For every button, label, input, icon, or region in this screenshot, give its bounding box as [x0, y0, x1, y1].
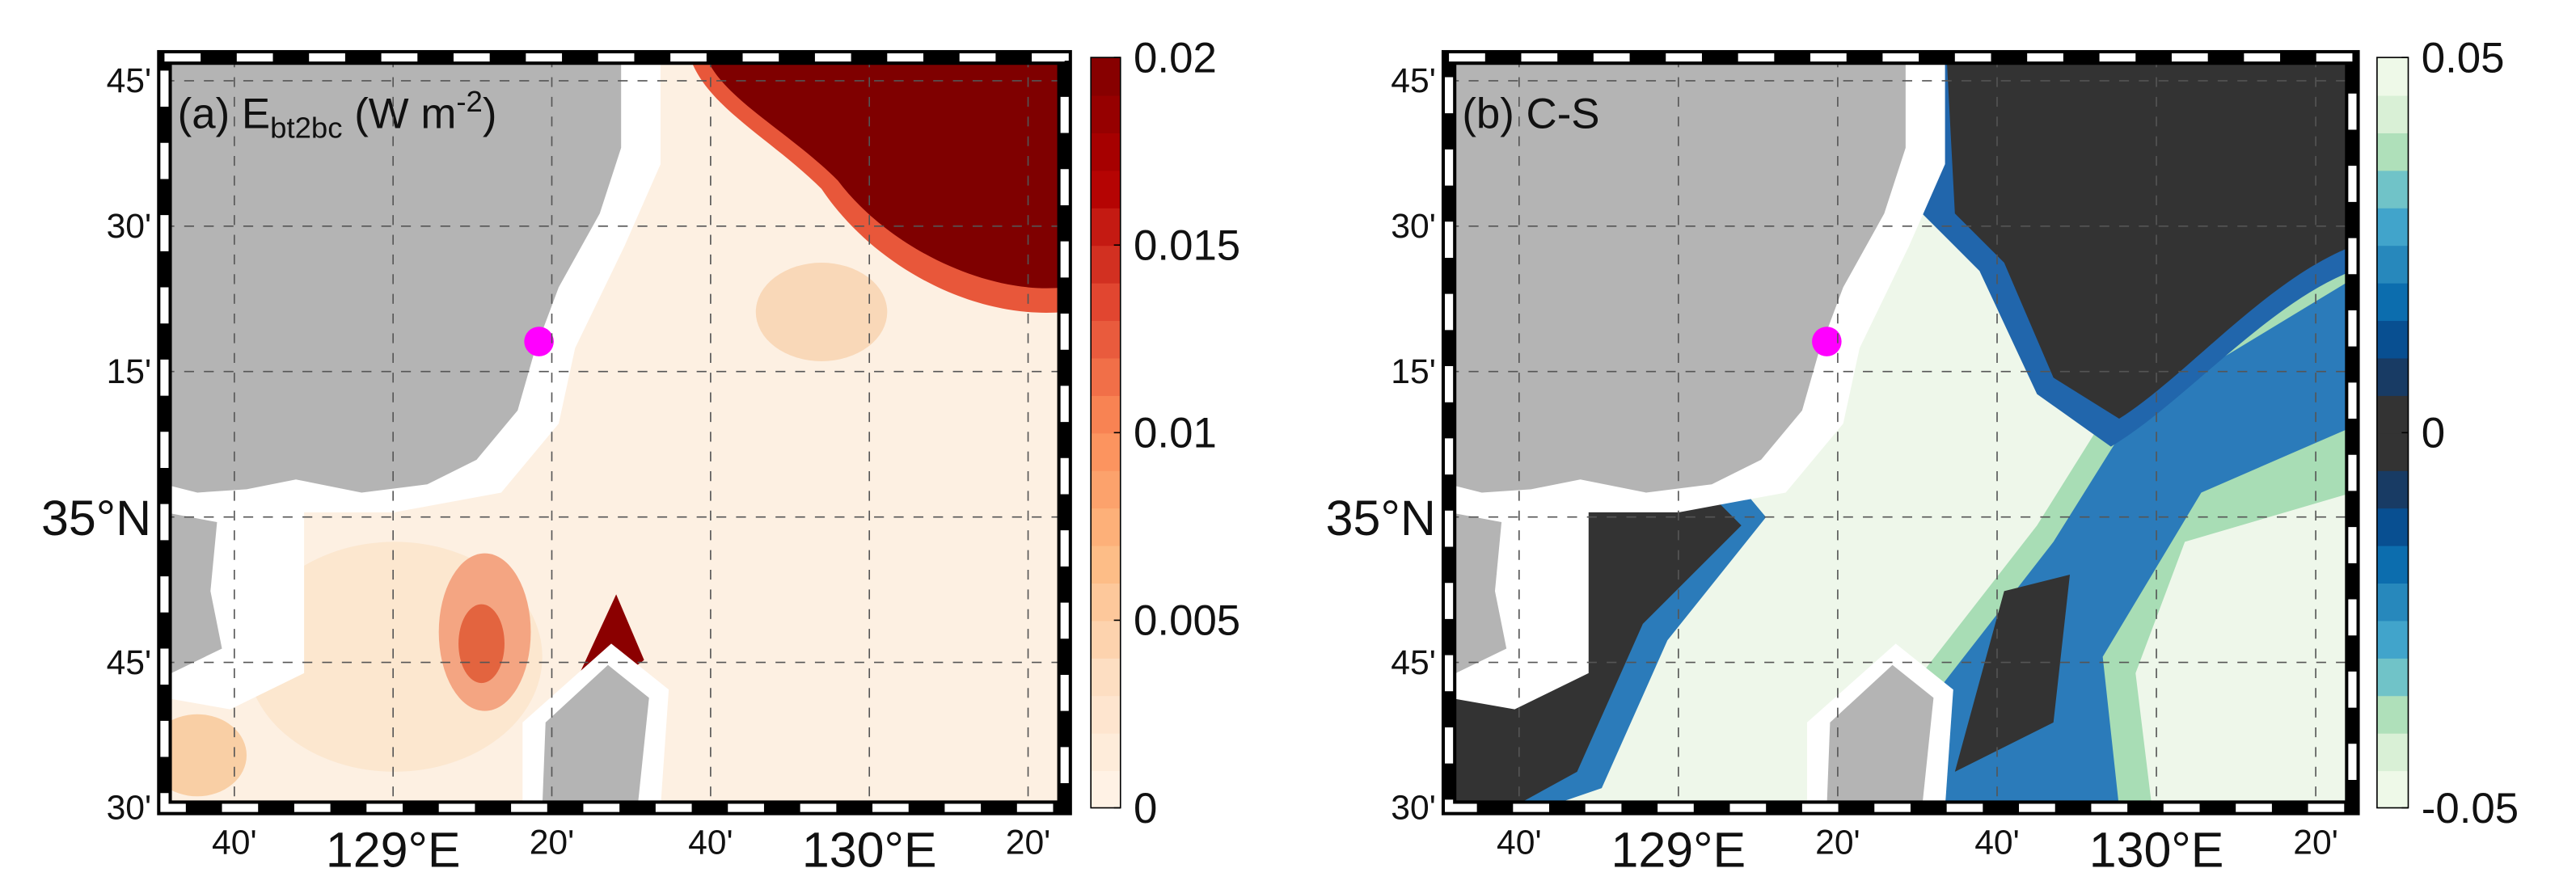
colorbar-level: [2376, 394, 2409, 434]
y-tick-label: 15': [1391, 352, 1436, 391]
colorbar-tick-label: 0.015: [1134, 221, 1240, 269]
x-tick-label: 40': [212, 823, 257, 862]
colorbar-level: [2376, 657, 2409, 697]
colorbar-level: [2376, 732, 2409, 772]
frame-checker: [160, 53, 1069, 812]
x-tick-label: 129°E: [1611, 823, 1746, 878]
colorbar-level: [2376, 770, 2409, 809]
colorbar-tick-label: 0.01: [1134, 410, 1217, 457]
colorbar-tick-label: 0.005: [1134, 597, 1240, 645]
colorbar-level: [2376, 245, 2409, 284]
y-tick-label: 30': [107, 789, 152, 828]
title-part: ): [483, 90, 497, 137]
y-tick-label: 30': [1391, 789, 1436, 828]
colorbar-level: [1091, 432, 1121, 471]
colorbar-level: [1091, 394, 1121, 434]
colorbar-level: [1091, 282, 1121, 322]
colorbar-level: [2376, 170, 2409, 209]
field-a: [164, 57, 1065, 808]
colorbar-level: [1091, 470, 1121, 509]
y-tick-label: 35°N: [41, 491, 151, 546]
y-tick-label: 45': [1391, 61, 1436, 100]
colorbar-level: [1091, 170, 1121, 209]
y-tick-label: 45': [107, 61, 152, 100]
colorbar-level: [1091, 245, 1121, 284]
y-tick-label: 30': [107, 207, 152, 246]
title-part: (W m: [343, 90, 457, 137]
colorbar-level: [2376, 57, 2409, 96]
colorbar-level: [1091, 95, 1121, 133]
colorbar-level: [1091, 57, 1121, 96]
x-tick-label: 40': [1974, 823, 2020, 862]
colorbar-level: [2376, 357, 2409, 396]
panel-title: (a) Ebt2bc (W m-2): [178, 85, 497, 145]
frame-checker: [1445, 53, 2357, 812]
x-tick-label: 20': [1815, 823, 1860, 862]
panel-title: (b) C-S: [1462, 90, 1599, 137]
colorbar-tick-label: 0.05: [2422, 34, 2505, 82]
y-tick-label: 45': [107, 643, 152, 682]
y-tick-label: 35°N: [1326, 491, 1436, 546]
colorbar-level: [2376, 95, 2409, 133]
colorbar-level: [2376, 545, 2409, 584]
x-tick-label: 20': [2293, 823, 2338, 862]
colorbar-level: [2376, 620, 2409, 659]
field-b: [1449, 57, 2353, 808]
colorbar-level: [1091, 732, 1121, 772]
x-tick-label: 130°E: [802, 823, 937, 878]
x-tick-label: 130°E: [2089, 823, 2224, 878]
x-tick-label: 20': [1006, 823, 1051, 862]
colorbar-level: [1091, 207, 1121, 247]
colorbar-tick-label: -0.05: [2422, 785, 2519, 832]
title-superscript: -2: [456, 85, 483, 118]
colorbar-level: [1091, 657, 1121, 697]
colorbar-level: [2376, 320, 2409, 359]
title-part: (a) E: [178, 90, 270, 137]
colorbar-level: [1091, 620, 1121, 659]
colorbar-level: [2376, 432, 2409, 471]
colorbar-level: [2376, 582, 2409, 622]
colorbar-level: [2376, 132, 2409, 171]
colorbar-level: [2376, 470, 2409, 509]
title-part: (b) C-S: [1462, 90, 1599, 137]
colorbar-level: [1091, 545, 1121, 584]
colorbar-tick-label: 0: [2422, 410, 2445, 457]
colorbar-level: [2376, 282, 2409, 322]
y-tick-label: 15': [107, 352, 152, 391]
colorbar-level: [1091, 582, 1121, 622]
colorbar-tick-label: 0.02: [1134, 34, 1217, 82]
colorbar-level: [1091, 770, 1121, 809]
x-tick-label: 129°E: [326, 823, 461, 878]
colorbar-level: [2376, 207, 2409, 247]
x-tick-label: 40': [1497, 823, 1542, 862]
colorbar-level: [1091, 695, 1121, 734]
colorbar-level: [2376, 508, 2409, 546]
colorbar-level: [1091, 508, 1121, 546]
colorbar-level: [2376, 695, 2409, 734]
colorbar-level: [1091, 320, 1121, 359]
colorbar-level: [1091, 357, 1121, 396]
colorbar-level: [1091, 132, 1121, 171]
x-tick-label: 20': [530, 823, 575, 862]
colorbar-tick-label: 0: [1134, 785, 1157, 832]
x-tick-label: 40': [688, 823, 733, 862]
y-tick-label: 30': [1391, 207, 1436, 246]
title-subscript: bt2bc: [270, 112, 342, 145]
y-tick-label: 45': [1391, 643, 1436, 682]
